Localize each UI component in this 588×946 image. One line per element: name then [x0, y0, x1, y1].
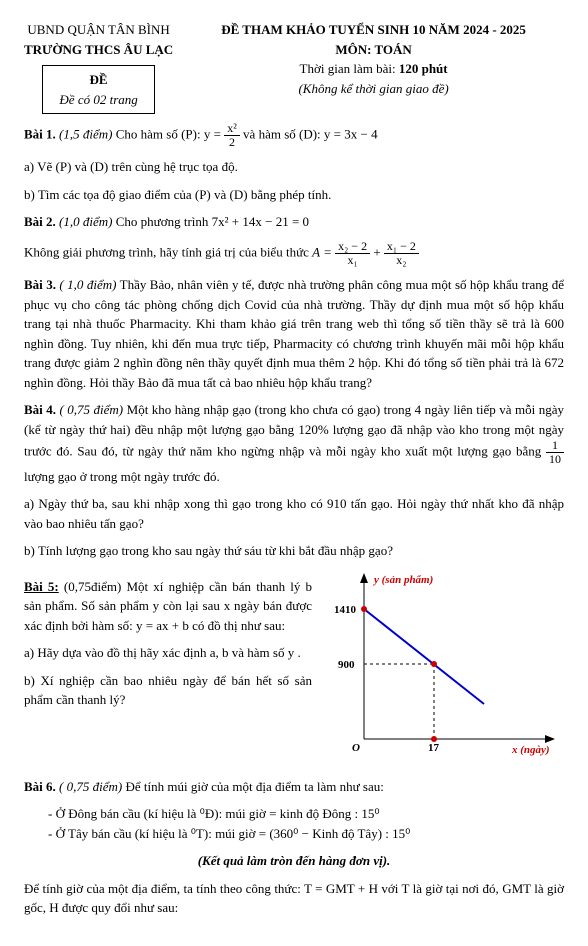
bai6-text2: Để tính giờ của một địa điểm, ta tính th… — [24, 879, 564, 918]
bai3-title: Bài 3. — [24, 277, 56, 292]
bai2-line2: Không giải phương trình, hãy tính giá tr… — [24, 240, 564, 267]
bai2-text: Cho phương trình 7x² + 14x − 21 = 0 — [116, 214, 309, 229]
bai1-title: Bài 1. — [24, 127, 56, 142]
f1n: x₂ − 2 — [335, 240, 370, 254]
ytick-1410: 1410 — [334, 604, 357, 616]
bai4-title: Bài 4. — [24, 402, 56, 417]
exam-box: ĐỀ Đề có 02 trang — [42, 65, 154, 114]
ytick-900: 900 — [338, 659, 355, 671]
bai6-li2: Ở Tây bán cầu (kí hiệu là ⁰T): múi giờ =… — [48, 824, 564, 844]
bai2-A: A = — [312, 245, 335, 260]
x-label: x (ngày) — [511, 744, 550, 756]
f2n: x₁ − 2 — [384, 240, 419, 254]
exam-box-top: ĐỀ — [59, 70, 137, 90]
bai1: Bài 1. (1,5 điểm) Cho hàm số (P): y = x²… — [24, 122, 564, 149]
time-label: Thời gian làm bài: — [300, 61, 399, 76]
bai1-a: a) Vẽ (P) và (D) trên cùng hệ trục tọa đ… — [24, 157, 564, 177]
frac-den: 2 — [224, 136, 240, 149]
org-line1: UBND QUẬN TÂN BÌNH — [24, 20, 173, 40]
header-left: UBND QUẬN TÂN BÌNH TRƯỜNG THCS ÂU LẠC ĐỀ… — [24, 20, 173, 114]
bai6-text: Để tính múi giờ của một địa điểm ta làm … — [125, 779, 383, 794]
bai3-text: Thầy Bảo, nhân viên y tế, được nhà trườn… — [24, 277, 564, 390]
x-arrow — [545, 735, 555, 743]
exam-title: ĐỀ THAM KHẢO TUYỂN SINH 10 NĂM 2024 - 20… — [183, 20, 564, 40]
y-arrow — [360, 573, 368, 583]
bai5-points: (0,75điểm) — [64, 579, 121, 594]
bai5-title: Bài 5: — [24, 579, 59, 594]
point-1 — [361, 606, 367, 612]
xtick-17: 17 — [428, 742, 440, 754]
data-line — [364, 609, 484, 704]
bai4-b: b) Tính lượng gạo trong kho sau ngày thứ… — [24, 541, 564, 561]
bai4-points: ( 0,75 điểm) — [60, 402, 124, 417]
bai6: Bài 6. ( 0,75 điểm) Để tính múi giờ của … — [24, 777, 564, 797]
bai3-points: ( 1,0 điểm) — [59, 277, 116, 292]
bai2-f2: x₁ − 2 x₂ — [384, 240, 419, 267]
bai3: Bài 3. ( 1,0 điểm) Thầy Bảo, nhân viên y… — [24, 275, 564, 392]
page-header: UBND QUẬN TÂN BÌNH TRƯỜNG THCS ÂU LẠC ĐỀ… — [24, 20, 564, 114]
bai4-text2: lượng gạo ở trong một ngày trước đó. — [24, 469, 220, 484]
bai5: Bài 5: (0,75điểm) Một xí nghiệp cần bán … — [24, 577, 312, 636]
bai6-title: Bài 6. — [24, 779, 56, 794]
bai6-li1: Ở Đông bán cầu (kí hiệu là ⁰Đ): múi giờ … — [48, 804, 564, 824]
exam-note: (Không kể thời gian giao đề) — [183, 79, 564, 99]
bai5-b: b) Xí nghiệp cần bao nhiêu ngày để bán h… — [24, 671, 312, 710]
b4fn: 1 — [546, 439, 564, 453]
bai2-title: Bài 2. — [24, 214, 56, 229]
exam-time: Thời gian làm bài: 120 phút — [183, 59, 564, 79]
bai5-section: Bài 5: (0,75điểm) Một xí nghiệp cần bán … — [24, 569, 564, 769]
header-right: ĐỀ THAM KHẢO TUYỂN SINH 10 NĂM 2024 - 20… — [183, 20, 564, 98]
origin: O — [352, 742, 360, 754]
bai5-a: a) Hãy dựa vào đồ thị hãy xác định a, b … — [24, 643, 312, 663]
bai1-points: (1,5 điểm) — [59, 127, 112, 142]
point-2 — [431, 661, 437, 667]
bai5-text-col: Bài 5: (0,75điểm) Một xí nghiệp cần bán … — [24, 569, 312, 718]
bai5-chart: y (sản phẩm) x (ngày) 1410 900 O 17 — [324, 569, 564, 769]
plus: + — [373, 245, 384, 260]
b4fd: 10 — [546, 453, 564, 466]
exam-subject: MÔN: TOÁN — [183, 40, 564, 60]
bai2-line2a: Không giải phương trình, hãy tính giá tr… — [24, 245, 312, 260]
bai1-text-b: và hàm số (D): y = 3x − 4 — [243, 127, 378, 142]
f1d: x₁ — [335, 254, 370, 267]
bai2-f1: x₂ − 2 x₁ — [335, 240, 370, 267]
org-line2: TRƯỜNG THCS ÂU LẠC — [24, 40, 173, 60]
bai4-a: a) Ngày thứ ba, sau khi nhập xong thì gạ… — [24, 494, 564, 533]
bai6-points: ( 0,75 điểm) — [59, 779, 122, 794]
bai2-points: (1,0 điểm) — [59, 214, 112, 229]
exam-box-bottom: Đề có 02 trang — [59, 90, 137, 110]
bai6-list: Ở Đông bán cầu (kí hiệu là ⁰Đ): múi giờ … — [24, 804, 564, 843]
bai1-frac: x² 2 — [224, 122, 240, 149]
frac-num: x² — [224, 122, 240, 136]
bai4: Bài 4. ( 0,75 điểm) Một kho hàng nhập gạ… — [24, 400, 564, 486]
bai6-note: (Kết quả làm tròn đến hàng đơn vị). — [24, 851, 564, 871]
y-label: y (sản phẩm) — [372, 574, 433, 586]
f2d: x₂ — [384, 254, 419, 267]
bai1-text-a: Cho hàm số (P): y = — [116, 127, 224, 142]
time-value: 120 phút — [399, 61, 448, 76]
bai4-frac: 1 10 — [546, 439, 564, 466]
bai2: Bài 2. (1,0 điểm) Cho phương trình 7x² +… — [24, 212, 564, 232]
bai1-b: b) Tìm các tọa độ giao điểm của (P) và (… — [24, 185, 564, 205]
